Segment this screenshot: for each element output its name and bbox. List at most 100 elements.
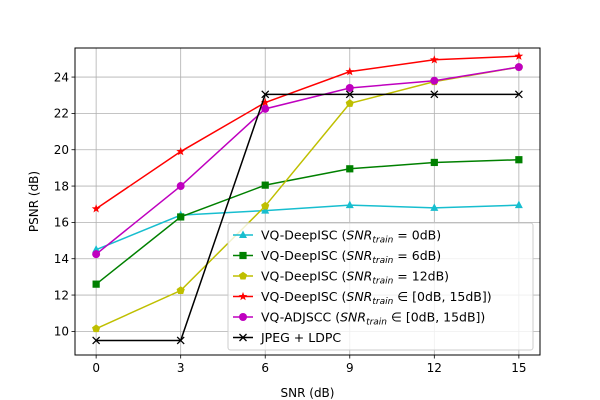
series-line — [96, 93, 519, 342]
square-marker — [346, 165, 354, 173]
legend-label: VQ-DeepISC (SNRtrain = 6dB) — [261, 248, 441, 266]
y-tick-label: 24 — [54, 70, 69, 84]
legend-label-subscript: train — [372, 297, 393, 307]
series-5 — [92, 63, 523, 259]
legend-label: VQ-DeepISC (SNRtrain = 12dB) — [261, 269, 449, 287]
triangle-marker — [345, 200, 354, 209]
legend-entry: JPEG + LDPC — [233, 330, 341, 345]
x-marker — [92, 336, 101, 345]
series-line — [95, 55, 519, 210]
legend-label-prefix: VQ-DeepISC ( — [261, 248, 346, 263]
legend-label-suffix: = 0dB) — [393, 228, 441, 243]
legend-label: VQ-DeepISC (SNRtrain ∈ [0dB, 15dB]) — [261, 289, 492, 307]
series-2 — [92, 156, 523, 288]
legend-label-suffix: ∈ [0dB, 15dB]) — [393, 289, 491, 304]
series-1 — [92, 200, 523, 253]
legend-label-subscript: train — [372, 256, 393, 266]
circle-marker — [345, 83, 354, 92]
axis-ticks: 0 3 6 9 12 15 10 12 14 16 18 20 22 24 — [54, 70, 527, 375]
y-tick-label: 16 — [54, 216, 69, 230]
pentagon-marker — [92, 324, 101, 333]
legend-label: VQ-ADJSCC (SNRtrain ∈ [0dB, 15dB]) — [261, 310, 485, 328]
series-line — [95, 158, 519, 285]
x-tick-label: 9 — [346, 361, 354, 375]
legend-label-suffix: ∈ [0dB, 15dB]) — [387, 310, 485, 325]
x-tick-label: 12 — [427, 361, 442, 375]
legend-label-prefix: JPEG + LDPC — [260, 330, 341, 345]
circle-marker — [514, 63, 523, 72]
legend-label-italic: SNR — [346, 269, 372, 284]
y-tick-label: 18 — [54, 179, 69, 193]
star-marker — [260, 97, 270, 107]
x-marker — [239, 333, 247, 342]
square-marker — [515, 156, 523, 164]
legend-entry: VQ-DeepISC (SNRtrain = 0dB) — [233, 228, 441, 246]
y-tick-label: 20 — [54, 143, 69, 157]
x-marker — [261, 90, 270, 99]
star-marker — [429, 55, 439, 64]
x-marker-stroke — [345, 90, 354, 99]
star-marker — [345, 67, 355, 76]
legend-entry: VQ-ADJSCC (SNRtrain ∈ [0dB, 15dB]) — [233, 310, 485, 328]
x-tick-label: 3 — [177, 361, 185, 375]
legend-label-prefix: VQ-DeepISC ( — [261, 228, 346, 243]
legend-label: VQ-DeepISC (SNRtrain = 0dB) — [261, 228, 441, 246]
x-marker-stroke — [261, 90, 270, 99]
legend-entry: VQ-DeepISC (SNRtrain = 12dB) — [233, 269, 449, 287]
legend-label-italic: SNR — [346, 289, 372, 304]
legend-label-subscript: train — [372, 277, 393, 287]
legend-label: JPEG + LDPC — [260, 330, 341, 345]
legend-label-prefix: VQ-ADJSCC ( — [261, 310, 340, 325]
legend-label-prefix: VQ-DeepISC ( — [261, 269, 346, 284]
x-marker-stroke — [514, 90, 523, 99]
legend-label-italic: SNR — [346, 248, 372, 263]
x-marker-stroke — [430, 90, 439, 99]
x-tick-label: 6 — [261, 361, 269, 375]
x-tick-label: 0 — [92, 361, 100, 375]
x-axis-label: SNR (dB) — [281, 386, 335, 400]
series-layer — [91, 51, 524, 345]
y-tick-label: 14 — [54, 252, 69, 266]
legend-label-subscript: train — [366, 318, 387, 328]
square-marker — [239, 251, 247, 260]
x-marker — [176, 336, 185, 345]
circle-marker — [92, 250, 101, 259]
circle-marker — [430, 76, 439, 85]
legend-label-italic: SNR — [346, 228, 372, 243]
pentagon-marker — [345, 99, 354, 107]
x-tick-label: 15 — [511, 361, 526, 375]
star-marker — [238, 291, 248, 301]
plot-frame — [74, 47, 541, 356]
y-tick-label: 22 — [54, 107, 69, 121]
x-marker-stroke — [176, 336, 185, 345]
series-line — [95, 66, 519, 255]
x-marker — [514, 90, 523, 99]
pentagon-marker — [238, 271, 248, 280]
triangle-marker — [239, 230, 247, 238]
triangle-marker — [514, 200, 523, 209]
legend: VQ-DeepISC (SNRtrain = 0dB)VQ-DeepISC (S… — [227, 222, 534, 351]
legend-entry: VQ-DeepISC (SNRtrain ∈ [0dB, 15dB]) — [233, 289, 492, 307]
x-marker — [430, 90, 439, 99]
pentagon-marker — [176, 286, 185, 294]
y-tick-label: 12 — [54, 288, 69, 302]
star-marker — [514, 51, 524, 60]
legend-box — [227, 222, 534, 351]
legend-label-subscript: train — [372, 236, 393, 246]
triangle-marker — [261, 206, 270, 214]
x-marker-stroke — [92, 336, 101, 345]
star-marker — [91, 204, 101, 213]
circle-marker — [176, 182, 185, 191]
pentagon-marker — [261, 201, 270, 210]
circle-marker — [261, 104, 270, 113]
x-marker — [345, 90, 354, 99]
square-marker — [177, 213, 185, 221]
y-tick-label: 10 — [54, 325, 69, 339]
legend-entry: VQ-DeepISC (SNRtrain = 6dB) — [233, 248, 441, 266]
square-marker — [92, 280, 100, 288]
square-marker — [261, 181, 269, 189]
series-6 — [92, 90, 523, 345]
star-marker — [176, 146, 186, 156]
legend-label-prefix: VQ-DeepISC ( — [261, 289, 346, 304]
